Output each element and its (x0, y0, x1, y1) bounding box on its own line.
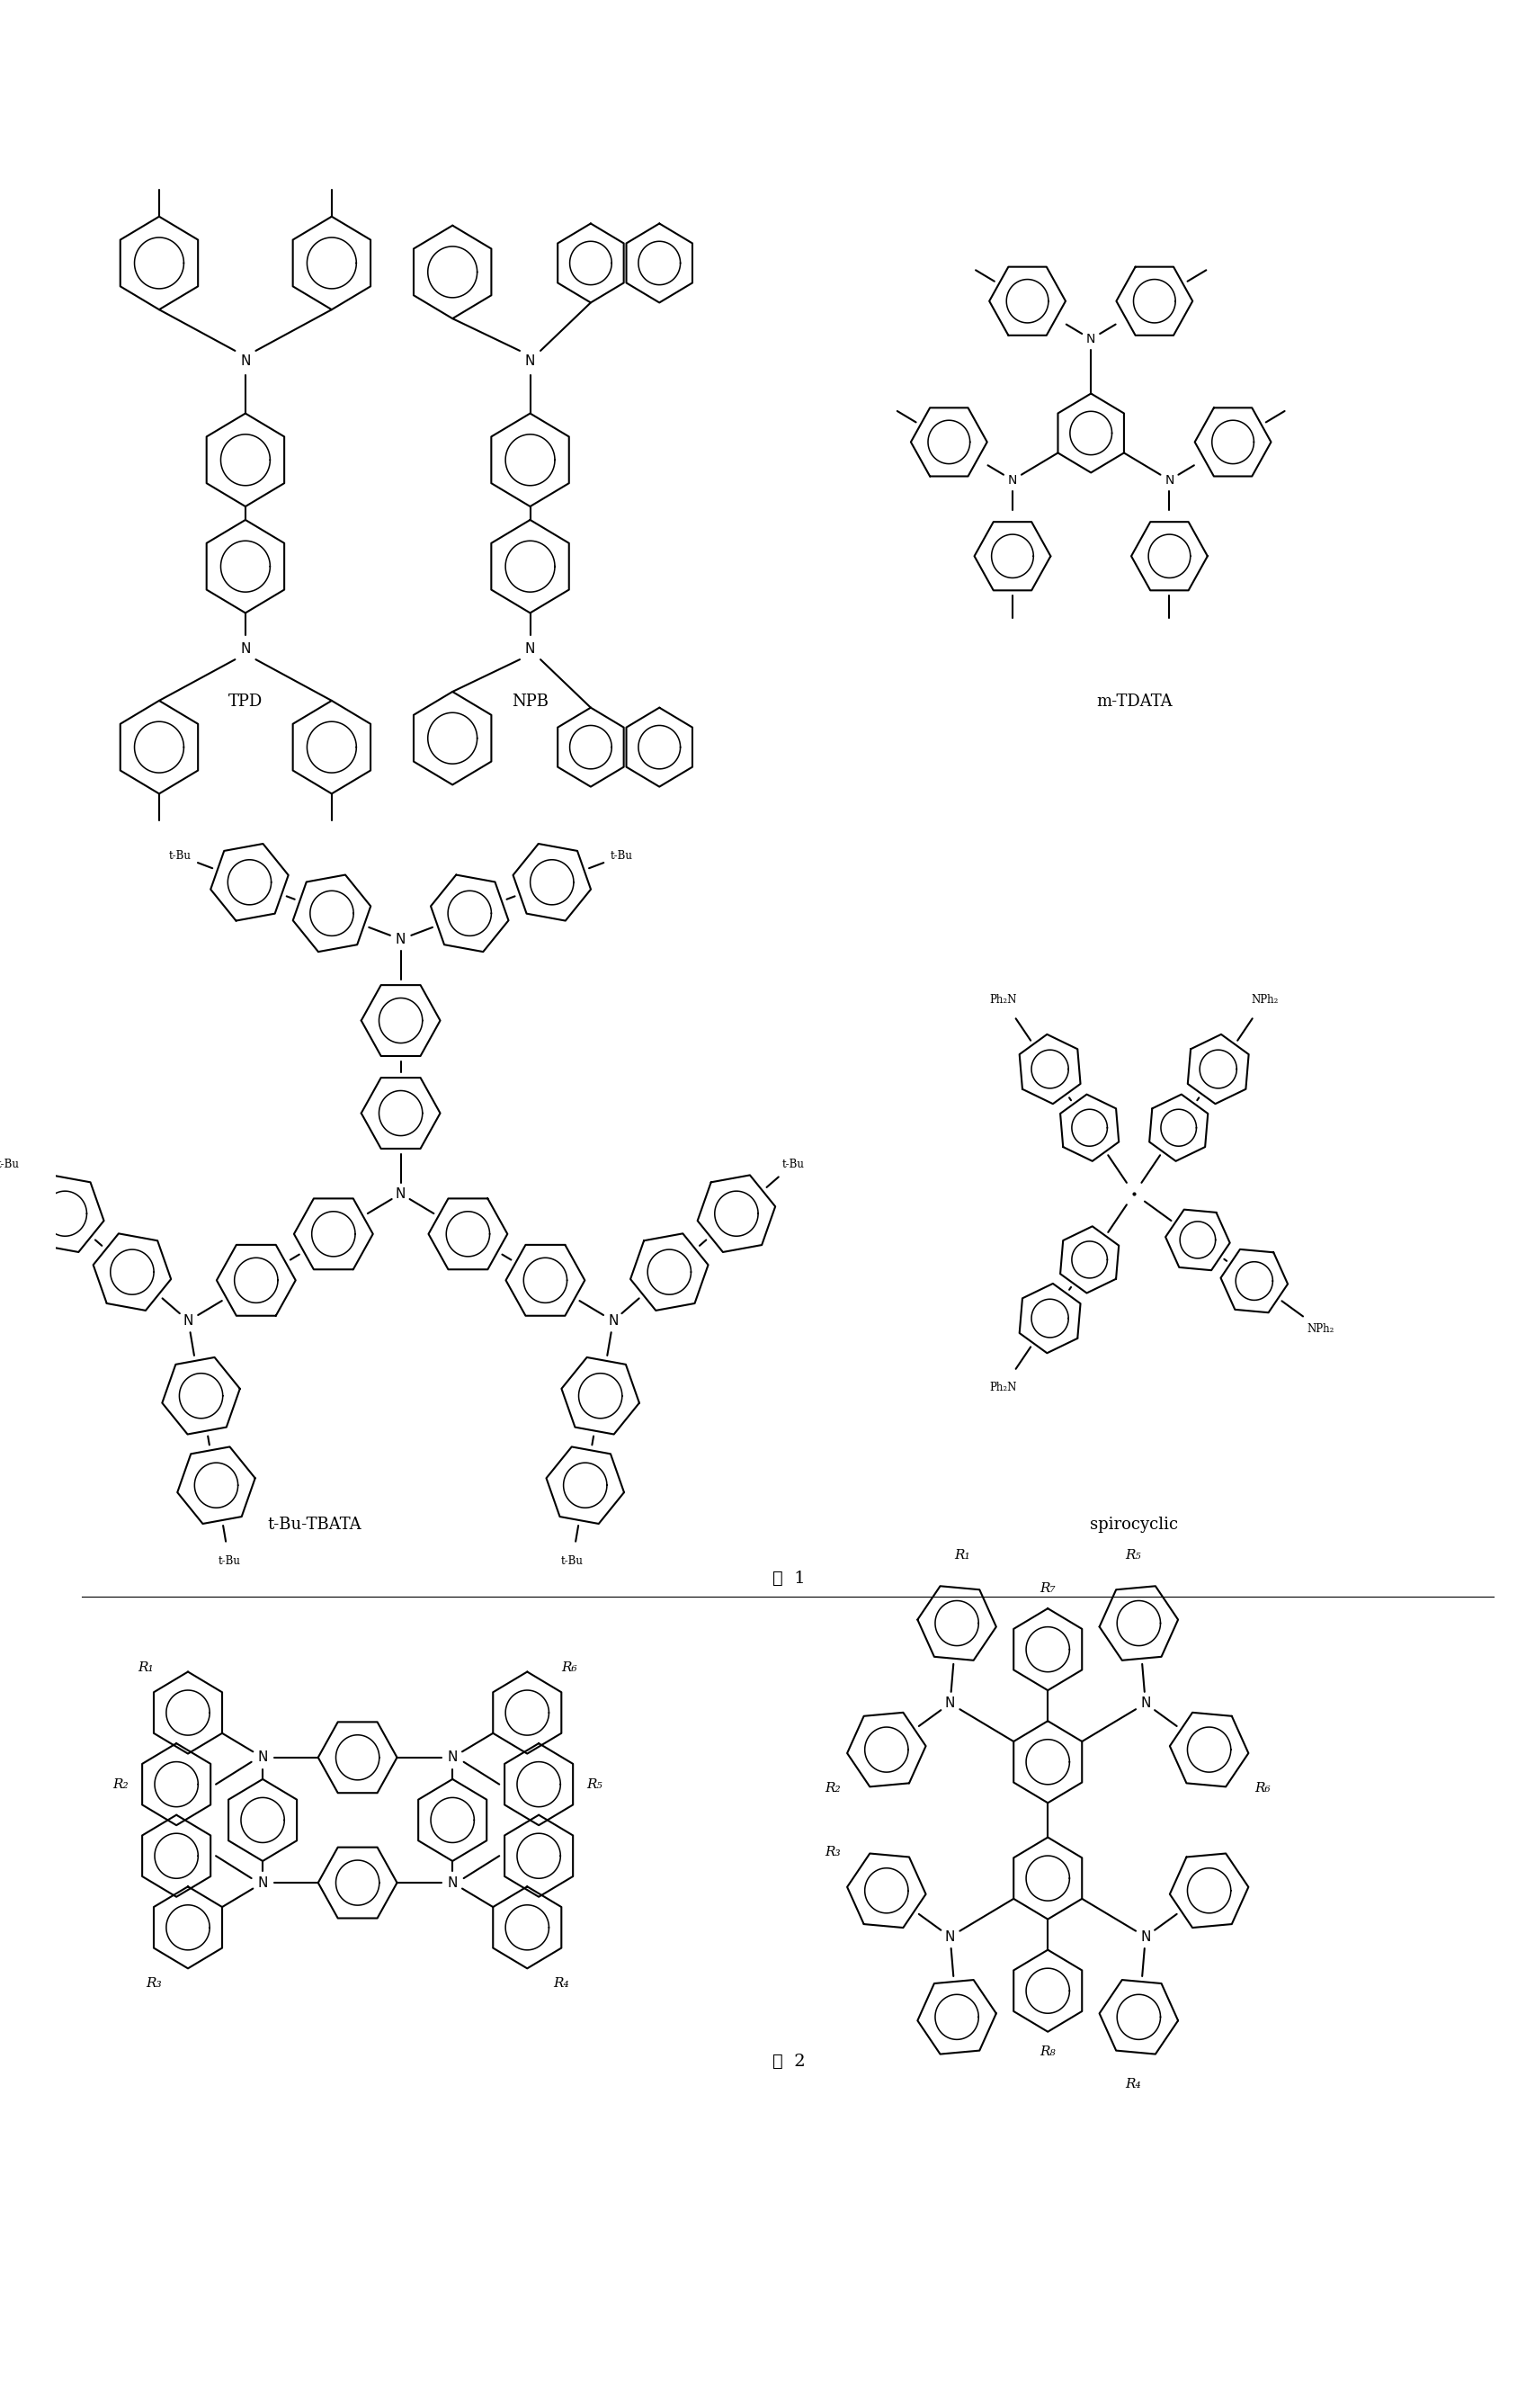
Text: spirocyclic: spirocyclic (1090, 1517, 1178, 1534)
Text: N: N (258, 1751, 267, 1765)
Text: R₆: R₆ (1254, 1782, 1271, 1794)
Text: R₂: R₂ (826, 1782, 841, 1794)
Text: R₇: R₇ (1039, 1582, 1056, 1594)
Text: NPh₂: NPh₂ (1306, 1324, 1334, 1334)
Text: N: N (1007, 474, 1018, 486)
Text: m-TDATA: m-TDATA (1096, 694, 1172, 710)
Text: N: N (1140, 1931, 1151, 1943)
Text: R₈: R₈ (1039, 2044, 1056, 2059)
Text: R₃: R₃ (826, 1845, 841, 1859)
Text: NPh₂: NPh₂ (1251, 995, 1279, 1007)
Text: R₄: R₄ (1125, 2078, 1141, 2090)
Text: N: N (1164, 474, 1173, 486)
Text: N: N (945, 1931, 955, 1943)
Text: R₆: R₆ (562, 1662, 577, 1674)
Text: t-Bu: t-Bu (0, 1158, 20, 1170)
Text: N: N (1140, 1698, 1151, 1710)
Text: N: N (945, 1698, 955, 1710)
Text: R₁: R₁ (955, 1548, 971, 1563)
Text: N: N (447, 1876, 458, 1890)
Text: N: N (183, 1315, 194, 1327)
Text: t-Bu-TBATA: t-Bu-TBATA (267, 1517, 362, 1534)
Text: R₃: R₃ (146, 1977, 162, 1989)
Text: R₅: R₅ (588, 1777, 603, 1792)
Text: R₂: R₂ (113, 1777, 128, 1792)
Text: N: N (395, 932, 406, 946)
Text: N: N (258, 1876, 267, 1890)
Text: t-Bu: t-Bu (610, 850, 633, 862)
Text: N: N (525, 354, 536, 368)
Text: t-Bu: t-Bu (562, 1556, 583, 1568)
Text: Ph₂N: Ph₂N (990, 1382, 1018, 1394)
Text: N: N (240, 354, 250, 368)
Text: N: N (395, 1187, 406, 1202)
Text: 图  1: 图 1 (772, 1570, 806, 1587)
Text: N: N (447, 1751, 458, 1765)
Text: t-Bu: t-Bu (218, 1556, 240, 1568)
Text: t-Bu: t-Bu (781, 1158, 804, 1170)
Text: R₄: R₄ (552, 1977, 569, 1989)
Text: N: N (1087, 332, 1096, 344)
Text: N: N (607, 1315, 618, 1327)
Text: N: N (525, 643, 536, 655)
Text: Ph₂N: Ph₂N (990, 995, 1018, 1007)
Text: TPD: TPD (229, 694, 262, 710)
Text: 图  2: 图 2 (772, 2054, 806, 2071)
Text: R₅: R₅ (1125, 1548, 1141, 1563)
Text: R₁: R₁ (137, 1662, 154, 1674)
Text: t-Bu: t-Bu (169, 850, 191, 862)
Text: N: N (240, 643, 250, 655)
Text: NPB: NPB (511, 694, 548, 710)
